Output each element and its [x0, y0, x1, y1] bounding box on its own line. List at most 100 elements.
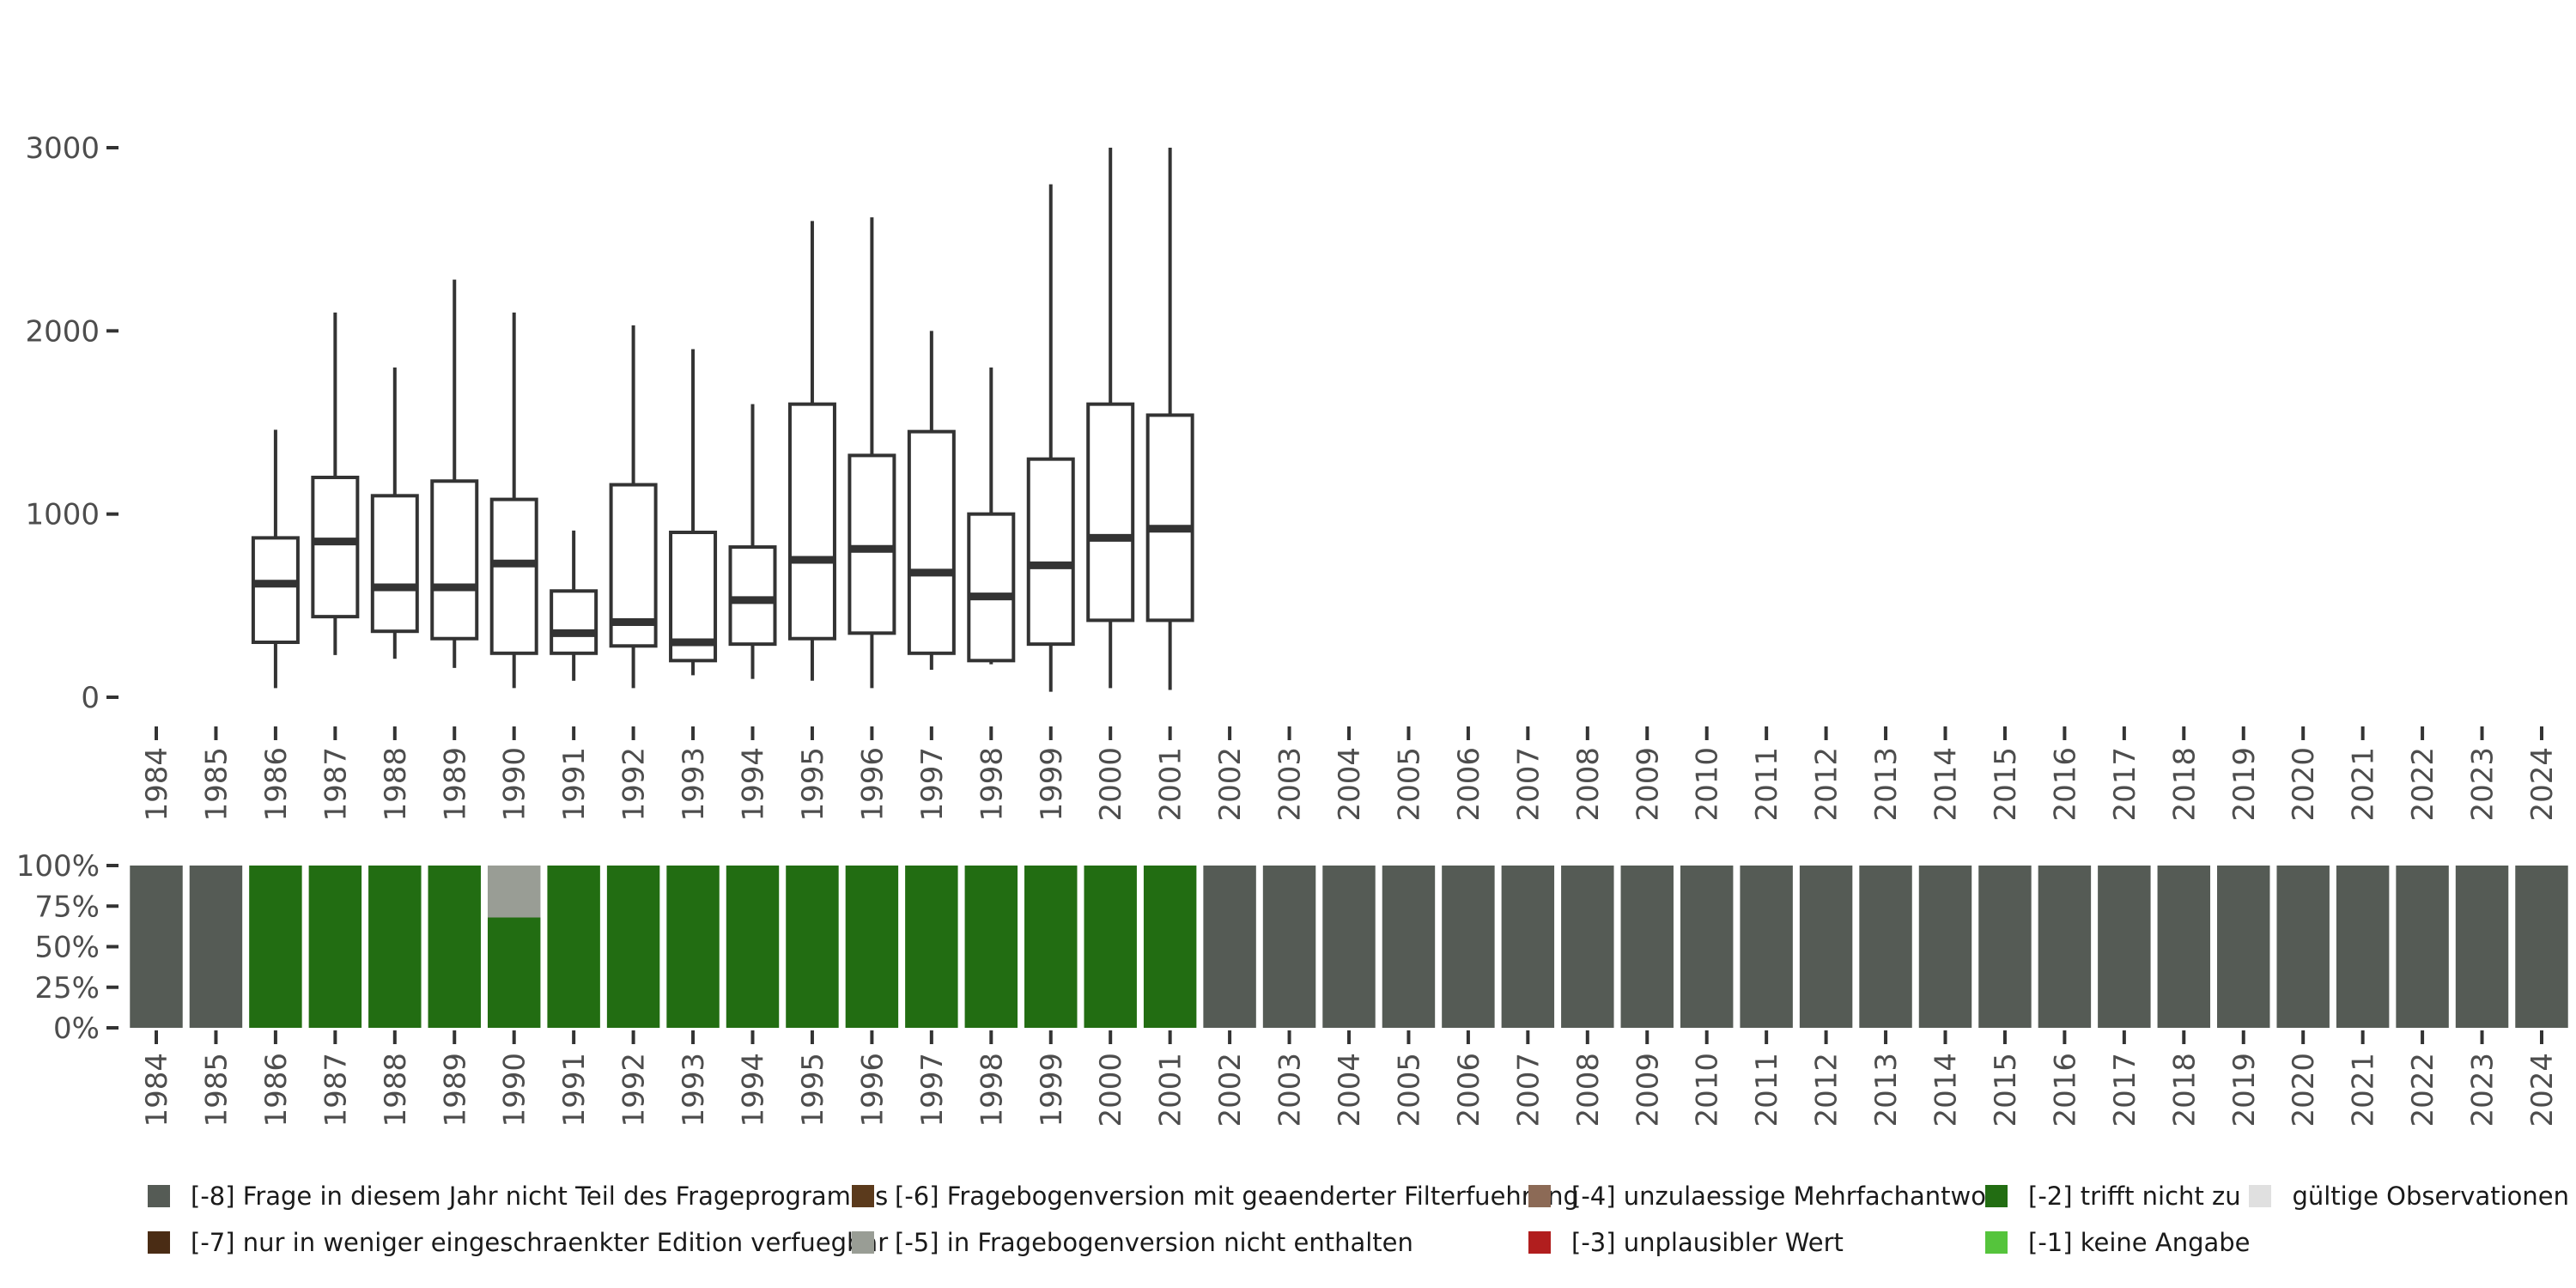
bar-1984-series-0: [130, 866, 183, 1028]
legend-swatch-minus6: [852, 1185, 874, 1207]
legend-label-minus4: [-4] unzulaessige Mehrfachantwort: [1571, 1182, 2007, 1211]
box-1996: [848, 217, 896, 689]
box-iqr: [489, 497, 538, 655]
box-1986: [251, 429, 300, 689]
bar-1995-series-1: [786, 866, 839, 1028]
boxplot-panel: 0 1000 2000 3000 1984 1985 1986 1987 1988 1989 199…: [25, 131, 2560, 822]
box-iqr: [1026, 457, 1075, 647]
bar-2011-series-0: [1740, 866, 1793, 1028]
x-tick-label: 1998: [975, 747, 1009, 822]
box-iqr: [907, 429, 956, 655]
bar-1998-series-1: [964, 866, 1018, 1028]
x-tick-label: 1984: [140, 1053, 174, 1127]
bar-2024-series-0: [2515, 866, 2568, 1028]
chart-canvas: 0 1000 2000 3000 1984 1985 1986 1987 1988 1989 199…: [16, 131, 2568, 1127]
bar-1987-series-1: [308, 866, 362, 1028]
x-tick-label: 2008: [1571, 747, 1606, 822]
x-tick-label: 2018: [2167, 1053, 2202, 1127]
bar-2020-series-0: [2276, 866, 2330, 1028]
x-tick-label: 1988: [379, 747, 413, 822]
bar-2007-series-0: [1501, 866, 1555, 1028]
box-iqr: [1086, 402, 1135, 623]
legend-swatch-minus8: [148, 1185, 170, 1207]
x-tick-label: 2023: [2466, 747, 2500, 822]
legend-item-minus4: [-4] unzulaessige Mehrfachantwort: [1528, 1182, 2006, 1211]
bar-2008-series-0: [1561, 866, 1614, 1028]
legend-label-minus2: [-2] trifft nicht zu: [2028, 1182, 2241, 1211]
x-tick-label: 2024: [2525, 747, 2560, 822]
bar-1990-series-2: [487, 866, 541, 918]
x-tick-label: 2007: [1511, 1053, 1546, 1127]
x-tick-label: 2000: [1094, 1053, 1128, 1127]
x-tick-label: 2011: [1750, 1053, 1784, 1127]
x-tick-label: 1996: [855, 747, 890, 822]
legend-label-minus3: [-3] unplausibler Wert: [1571, 1228, 1844, 1257]
bar-1990-series-1: [487, 917, 541, 1028]
x-tick-label: 1984: [140, 747, 174, 822]
x-tick-label: 1997: [915, 1053, 950, 1127]
box-1987: [311, 313, 360, 655]
x-tick-label: 2010: [1691, 1053, 1725, 1127]
x-tick-label: 2007: [1511, 747, 1546, 822]
box-1990: [489, 313, 538, 689]
x-tick-label: 2019: [2227, 1053, 2262, 1127]
x-tick-label: 2016: [2048, 747, 2082, 822]
box-1991: [550, 530, 598, 681]
x-tick-label: 2002: [1213, 1053, 1248, 1127]
x-tick-label: 1995: [796, 747, 830, 822]
x-tick-label: 1998: [975, 1053, 1009, 1127]
legend-row-1: [-8] Frage in diesem Jahr nicht Teil des…: [148, 1173, 2569, 1219]
x-tick-label: 2008: [1571, 1053, 1606, 1127]
bar-2009-series-0: [1620, 866, 1674, 1028]
box-iqr: [967, 512, 1016, 663]
x-tick-label: 2021: [2347, 1053, 2381, 1127]
box-1988: [370, 368, 419, 659]
legend-label-minus6: [-6] Fragebogenversion mit geaenderter F…: [895, 1182, 1579, 1211]
legend-item-minus6: [-6] Fragebogenversion mit geaenderter F…: [852, 1182, 1579, 1211]
x-tick-label: 2013: [1869, 747, 1904, 822]
x-tick-label: 2014: [1929, 747, 1964, 822]
x-tick-label: 2012: [1810, 1053, 1844, 1127]
x-tick-label: 1987: [319, 1053, 353, 1127]
stacked-bar-panel: 0% 25% 50% 75% 100% 1984 1985 1986 1987 1988 1989 1…: [16, 849, 2568, 1127]
bar-1994-series-1: [726, 866, 780, 1028]
bar-2013-series-0: [1859, 866, 1912, 1028]
x-tick-label: 2002: [1213, 747, 1248, 822]
legend-item-minus7: [-7] nur in weniger eingeschraenkter Edi…: [148, 1228, 888, 1257]
legend-swatch-minus5: [852, 1231, 874, 1254]
box-iqr: [1145, 413, 1194, 623]
x-tick-label: 1987: [319, 747, 353, 822]
bar-2021-series-0: [2336, 866, 2390, 1028]
x-tick-label: 1993: [677, 1053, 711, 1127]
bar-2010-series-0: [1680, 866, 1734, 1028]
box-iqr: [251, 536, 300, 645]
legend-label-minus5: [-5] in Fragebogenversion nicht enthalte…: [895, 1228, 1413, 1257]
box-2001: [1145, 148, 1194, 690]
x-tick-label: 2009: [1631, 747, 1665, 822]
bar-1991-series-1: [547, 866, 600, 1028]
legend-item-minus1: [-1] keine Angabe: [1985, 1228, 2251, 1257]
box-iqr: [728, 545, 777, 647]
x-tick-label: 2014: [1929, 1053, 1964, 1127]
bar-1985-series-0: [189, 866, 243, 1028]
x-tick-label: 2017: [2108, 747, 2142, 822]
x-tick-label: 2006: [1452, 747, 1486, 822]
bar-1988-series-1: [368, 866, 422, 1028]
legend-row-2: [-7] nur in weniger eingeschraenkter Edi…: [148, 1219, 2569, 1266]
x-tick-label: 2003: [1273, 1053, 1308, 1127]
x-tick-label: 2009: [1631, 1053, 1665, 1127]
x-tick-label: 1999: [1035, 747, 1069, 822]
x-tick-label: 2010: [1691, 747, 1725, 822]
legend-swatch-minus3: [1528, 1231, 1551, 1254]
x-tick-label: 2012: [1810, 747, 1844, 822]
bar-2023-series-0: [2455, 866, 2509, 1028]
legend-item-valid: gültige Observationen: [2249, 1182, 2569, 1211]
legend-label-valid: gültige Observationen: [2292, 1182, 2569, 1211]
x-tick-label: 1986: [259, 1053, 294, 1127]
x-tick-label: 1994: [737, 1053, 771, 1127]
box-iqr: [311, 476, 360, 619]
x-tick-label: 1999: [1035, 1053, 1069, 1127]
y-tick-label: 0: [81, 681, 100, 715]
x-tick-label: 1994: [737, 747, 771, 822]
x-tick-label: 1991: [557, 747, 592, 822]
